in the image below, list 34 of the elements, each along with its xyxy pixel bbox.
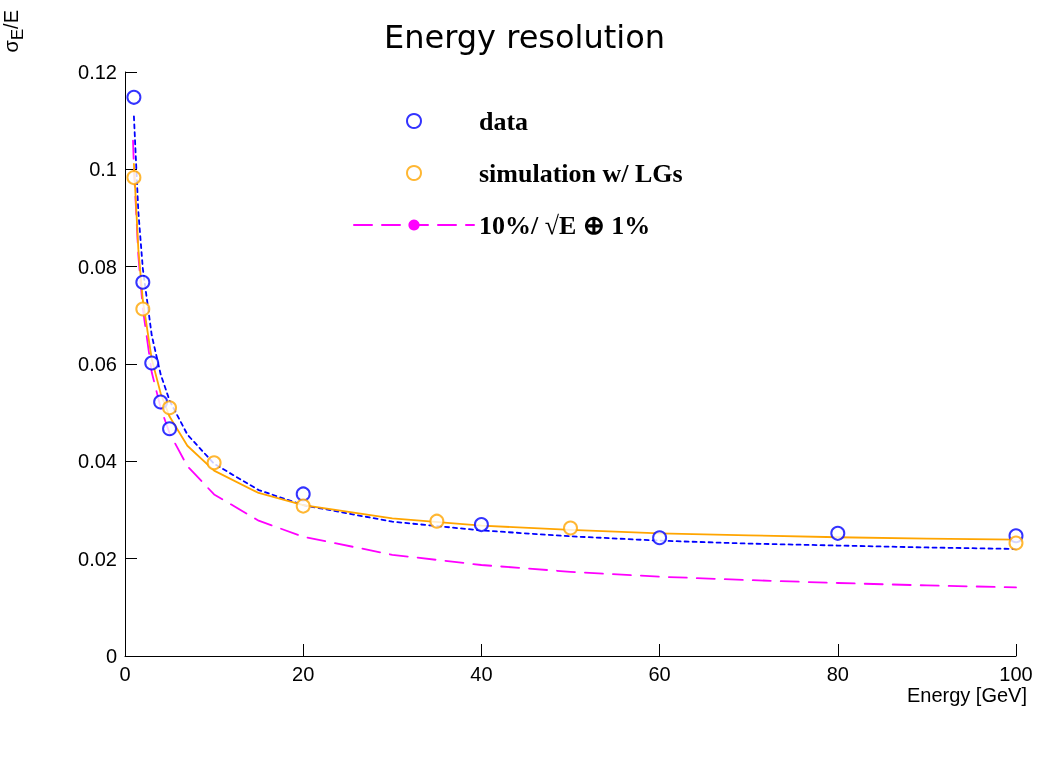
point — [135, 274, 151, 290]
x-axis-title: Energy [GeV] — [906, 684, 1027, 707]
point — [144, 355, 160, 371]
point — [295, 486, 311, 502]
legend-label: simulation w/ LGs — [479, 158, 683, 188]
chart-title: Energy resolution — [383, 18, 666, 56]
point — [206, 455, 222, 471]
y-tick-label: 0.02 — [78, 547, 117, 570]
point — [429, 513, 445, 529]
point — [135, 301, 151, 317]
y-tick-label: 0.1 — [89, 158, 117, 181]
point — [295, 498, 311, 514]
x-tick-label: 80 — [826, 663, 849, 685]
y-tick-label: 0.12 — [78, 61, 117, 83]
point — [652, 530, 668, 546]
y-tick-label: 0.06 — [78, 353, 117, 375]
point — [473, 517, 489, 533]
y-tick-label: 0 — [105, 645, 117, 667]
point — [1008, 535, 1024, 551]
x-tick-label: 0 — [119, 663, 131, 685]
y-tick-label: 0.04 — [78, 450, 117, 473]
legend-label: data — [479, 106, 529, 136]
x-tick-label: 20 — [292, 663, 315, 685]
y-tick-label: 0.08 — [78, 255, 117, 278]
point — [563, 520, 578, 536]
legend-label: 10%/ √E ⊕ 1% — [479, 210, 651, 240]
point — [162, 400, 178, 416]
point — [126, 89, 142, 105]
point — [126, 170, 142, 186]
x-tick-label: 100 — [999, 663, 1033, 685]
x-tick-label: 40 — [470, 663, 493, 685]
point — [162, 421, 178, 437]
point — [830, 525, 846, 541]
x-tick-label: 60 — [648, 663, 671, 685]
